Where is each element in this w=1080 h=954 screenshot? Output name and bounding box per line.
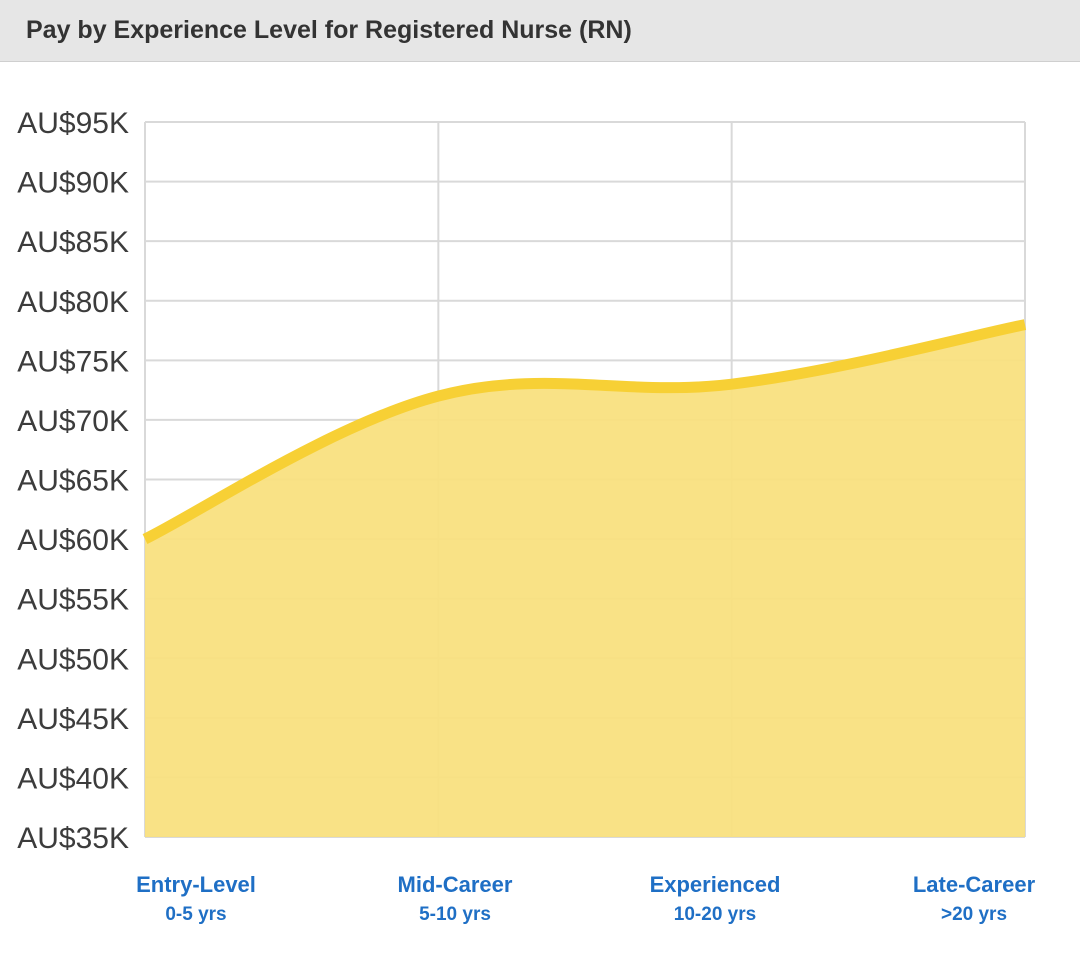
x-category-label: Mid-Career bbox=[398, 872, 513, 897]
y-tick-label: AU$55K bbox=[17, 584, 129, 617]
y-axis-ticks: AU$35K AU$40K AU$45K AU$50K AU$55K AU$60K AU$6… bbox=[17, 107, 129, 855]
x-category-label: Entry-Level bbox=[136, 872, 256, 897]
y-tick-label: AU$45K bbox=[17, 703, 129, 736]
y-tick-label: AU$90K bbox=[17, 167, 129, 200]
x-category-sublabel: >20 yrs bbox=[941, 904, 1007, 925]
y-tick-label: AU$95K bbox=[17, 107, 129, 140]
area-layer bbox=[142, 319, 1027, 837]
y-tick-label: AU$70K bbox=[17, 405, 129, 438]
y-tick-label: AU$75K bbox=[17, 345, 129, 378]
pay-area-fill bbox=[145, 324, 1025, 837]
x-axis-categories: Entry-Level 0-5 yrs Mid-Career 5-10 yrs Expe… bbox=[136, 872, 1035, 925]
experience-pay-chart: AU$35K AU$40K AU$45K AU$50K AU$55K AU$60K AU$6… bbox=[17, 107, 1035, 925]
x-category-sublabel: 5-10 yrs bbox=[419, 904, 491, 925]
y-tick-label: AU$80K bbox=[17, 286, 129, 319]
pay-line-series bbox=[142, 319, 1027, 545]
y-tick-label: AU$50K bbox=[17, 643, 129, 676]
chart-header: Pay by Experience Level for Registered N… bbox=[0, 0, 1080, 62]
y-tick-label: AU$40K bbox=[17, 762, 129, 795]
y-tick-label: AU$60K bbox=[17, 524, 129, 557]
x-category-label: Experienced bbox=[650, 872, 781, 897]
chart-title: Pay by Experience Level for Registered N… bbox=[26, 16, 632, 44]
y-tick-label: AU$85K bbox=[17, 226, 129, 259]
x-category-label: Late-Career bbox=[913, 872, 1036, 897]
x-category-sublabel: 10-20 yrs bbox=[674, 904, 756, 925]
y-tick-label: AU$35K bbox=[17, 822, 129, 855]
y-tick-label: AU$65K bbox=[17, 465, 129, 498]
x-category-sublabel: 0-5 yrs bbox=[165, 904, 226, 925]
